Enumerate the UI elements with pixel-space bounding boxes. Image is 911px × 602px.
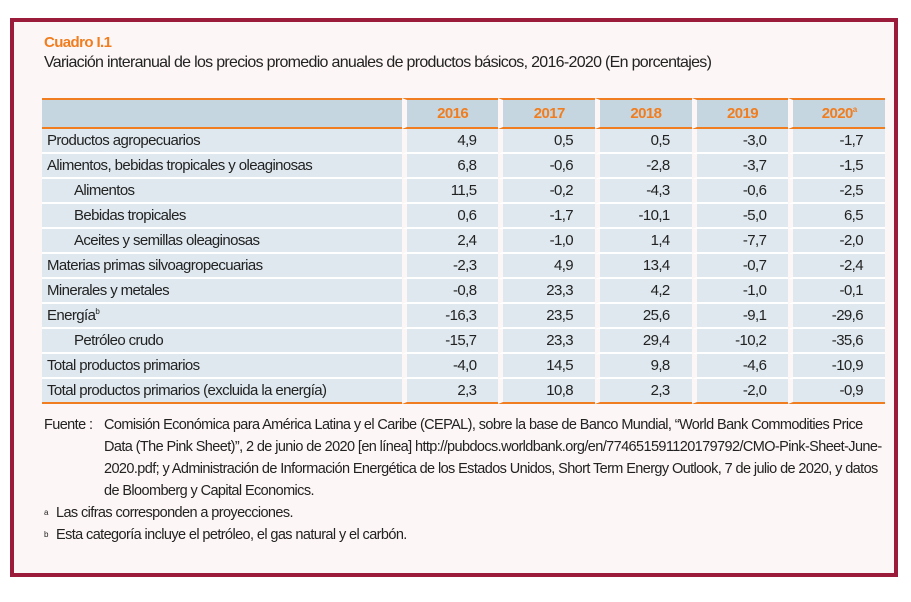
table-row: Aceites y semillas oleaginosas 2,4 -1,0 1,4…	[42, 229, 885, 254]
value-cell: -1,7	[498, 204, 596, 229]
value-cell: -29,6	[788, 304, 885, 329]
value-cell: 0,5	[595, 129, 692, 154]
value-cell: -1,5	[788, 154, 885, 179]
footnote-mark: a	[852, 105, 857, 114]
value-cell: 11,5	[401, 179, 499, 204]
value-cell: 29,4	[595, 329, 692, 354]
value-cell: -2,8	[595, 154, 692, 179]
row-label: Bebidas tropicales	[42, 204, 402, 229]
value-cell: 4,9	[498, 254, 596, 279]
value-cell: 2,3	[401, 379, 499, 404]
value-cell: -4,3	[595, 179, 692, 204]
value-cell: -3,0	[691, 129, 789, 154]
table-row: Minerales y metales -0,8 23,3 4,2 -1,0 -0,1	[42, 279, 885, 304]
value-cell: 23,5	[498, 304, 596, 329]
row-label: Petróleo crudo	[42, 329, 402, 354]
value-cell: -0,7	[691, 254, 789, 279]
value-cell: 0,6	[401, 204, 499, 229]
value-cell: -0,6	[691, 179, 789, 204]
value-cell: -1,7	[788, 129, 885, 154]
value-cell: 6,5	[788, 204, 885, 229]
row-label: Total productos primarios	[42, 354, 402, 379]
value-cell: -2,5	[788, 179, 885, 204]
table-row: Alimentos, bebidas tropicales y oleagino…	[42, 154, 885, 179]
value-cell: -35,6	[788, 329, 885, 354]
header-row: 2016 2017 2018 2019 2020a	[42, 98, 885, 129]
value-cell: -2,3	[401, 254, 499, 279]
row-label: Minerales y metales	[42, 279, 402, 304]
table-frame: Cuadro I.1 Variación interanual de los p…	[10, 18, 898, 577]
row-label: Aceites y semillas oleaginosas	[42, 229, 402, 254]
value-cell: -16,3	[401, 304, 499, 329]
table-number: Cuadro I.1	[44, 34, 112, 51]
value-cell: -2,0	[788, 229, 885, 254]
table-row: Productos agropecuarios 4,9 0,5 0,5 -3,0 -1,7	[42, 129, 885, 154]
table-row: Energíab -16,3 23,5 25,6 -9,1 -29,6	[42, 304, 885, 329]
header-2019: 2019	[691, 98, 789, 129]
value-cell: -1,0	[498, 229, 596, 254]
value-cell: 9,8	[595, 354, 692, 379]
table-row: Total productos primarios -4,0 14,5 9,8 -4,6…	[42, 354, 885, 379]
header-2017: 2017	[498, 98, 596, 129]
footnote-b: b Esta categoría incluye el petróleo, el …	[44, 527, 407, 543]
source-label: Fuente :	[44, 417, 93, 433]
value-cell: 6,8	[401, 154, 499, 179]
row-label: Energíab	[42, 304, 402, 329]
value-cell: 13,4	[595, 254, 692, 279]
table-title: Variación interanual de los precios prom…	[44, 54, 712, 71]
footnote-a: a Las cifras corresponden a proyecciones.	[44, 505, 294, 521]
row-label: Total productos primarios (excluida la e…	[42, 379, 402, 404]
row-label: Alimentos, bebidas tropicales y oleagino…	[42, 154, 402, 179]
value-cell: 2,3	[595, 379, 692, 404]
source-text: Comisión Económica para América Latina y…	[104, 417, 882, 499]
value-cell: 2,4	[401, 229, 499, 254]
row-label: Materias primas silvoagropecuarias	[42, 254, 402, 279]
value-cell: -2,4	[788, 254, 885, 279]
value-cell: -0,6	[498, 154, 596, 179]
value-cell: -0,2	[498, 179, 596, 204]
value-cell: 1,4	[595, 229, 692, 254]
table-row: Bebidas tropicales 0,6 -1,7 -10,1 -5,0 6,5	[42, 204, 885, 229]
row-label: Productos agropecuarios	[42, 129, 402, 154]
table-row: Total productos primarios (excluida la e…	[42, 379, 885, 404]
footnote-mark: b	[95, 307, 100, 316]
value-cell: -10,9	[788, 354, 885, 379]
value-cell: -4,0	[401, 354, 499, 379]
header-2018: 2018	[595, 98, 692, 129]
value-cell: -10,2	[691, 329, 789, 354]
value-cell: 0,5	[498, 129, 596, 154]
header-2020: 2020a	[788, 98, 885, 129]
value-cell: -10,1	[595, 204, 692, 229]
value-cell: -1,0	[691, 279, 789, 304]
value-cell: -7,7	[691, 229, 789, 254]
value-cell: -0,8	[401, 279, 499, 304]
value-cell: -5,0	[691, 204, 789, 229]
value-cell: 23,3	[498, 279, 596, 304]
row-label: Alimentos	[42, 179, 402, 204]
data-table: 2016 2017 2018 2019 2020a Productos agro…	[42, 98, 885, 404]
value-cell: -0,1	[788, 279, 885, 304]
header-label-cell	[42, 98, 402, 129]
value-cell: -4,6	[691, 354, 789, 379]
value-cell: 4,2	[595, 279, 692, 304]
value-cell: 14,5	[498, 354, 596, 379]
table-row: Petróleo crudo -15,7 23,3 29,4 -10,2 -35,6	[42, 329, 885, 354]
value-cell: 10,8	[498, 379, 596, 404]
value-cell: -15,7	[401, 329, 499, 354]
value-cell: -0,9	[788, 379, 885, 404]
header-2016: 2016	[401, 98, 499, 129]
table-row: Materias primas silvoagropecuarias -2,3 4,…	[42, 254, 885, 279]
value-cell: -9,1	[691, 304, 789, 329]
value-cell: -2,0	[691, 379, 789, 404]
value-cell: -3,7	[691, 154, 789, 179]
value-cell: 25,6	[595, 304, 692, 329]
notes: Fuente : Comisión Económica para América…	[44, 414, 889, 546]
value-cell: 4,9	[401, 129, 499, 154]
source-note: Fuente : Comisión Económica para América…	[44, 414, 889, 502]
table-row: Alimentos 11,5 -0,2 -4,3 -0,6 -2,5	[42, 179, 885, 204]
value-cell: 23,3	[498, 329, 596, 354]
